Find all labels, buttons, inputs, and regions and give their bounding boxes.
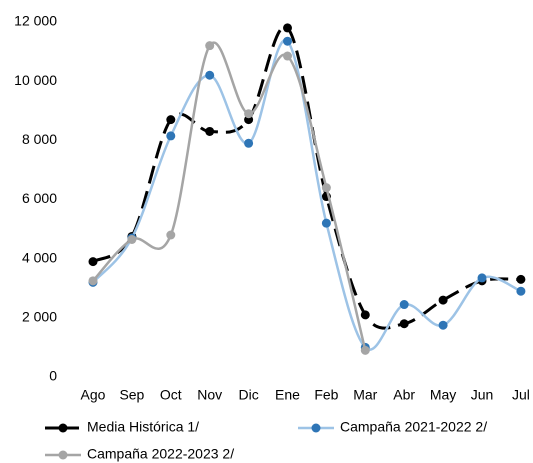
series-marker: [399, 300, 409, 310]
x-tick-label: May: [430, 387, 456, 403]
x-tick-label: Nov: [197, 387, 222, 403]
series-marker: [166, 230, 176, 240]
series-marker: [360, 310, 370, 320]
y-tick-label: 0: [49, 368, 57, 384]
series-marker: [516, 286, 526, 296]
x-tick-label: Dic: [238, 387, 258, 403]
y-tick-label: 2 000: [22, 309, 57, 325]
series-marker: [399, 319, 409, 329]
legend-label: Campaña 2021-2022 2/: [340, 419, 487, 435]
series-marker: [166, 115, 176, 125]
legend-marker: [311, 423, 321, 433]
series-marker: [321, 218, 331, 228]
series-marker: [360, 345, 370, 355]
x-tick-label: Abr: [393, 387, 415, 403]
series-marker: [283, 23, 292, 33]
x-tick-label: Sep: [119, 387, 144, 403]
series-marker: [283, 51, 292, 61]
y-tick-label: 4 000: [22, 249, 57, 265]
series-marker: [283, 36, 292, 46]
x-tick-label: Jun: [471, 387, 494, 403]
series-line: [92, 25, 521, 330]
series-marker: [321, 183, 331, 193]
series-marker: [205, 70, 215, 80]
legend-label: Campaña 2022-2023 2/: [87, 446, 234, 462]
x-tick-label: Jul: [512, 387, 530, 403]
series-marker: [244, 109, 254, 119]
x-tick-label: Ene: [275, 387, 300, 403]
series-marker: [127, 234, 137, 244]
x-tick-label: Oct: [160, 387, 182, 403]
series-line: [92, 39, 522, 351]
legend-marker: [58, 450, 68, 460]
series-marker: [205, 126, 215, 136]
y-tick-label: 8 000: [22, 131, 57, 147]
series-marker: [244, 138, 254, 148]
y-tick-label: 10 000: [14, 72, 57, 88]
legend-label: Media Histórica 1/: [87, 419, 199, 435]
y-tick-label: 12 000: [14, 13, 57, 29]
series-marker: [166, 131, 176, 141]
series-marker: [438, 320, 448, 330]
legend-marker: [58, 423, 68, 433]
series-marker: [88, 257, 98, 267]
series-marker: [477, 273, 487, 283]
x-tick-label: Mar: [353, 387, 377, 403]
x-tick-label: Feb: [314, 387, 338, 403]
x-tick-label: Ago: [81, 387, 106, 403]
y-tick-label: 6 000: [22, 190, 57, 206]
series-marker: [205, 41, 215, 51]
series-marker: [88, 276, 98, 286]
series-marker: [438, 295, 448, 305]
series-marker: [516, 274, 526, 284]
